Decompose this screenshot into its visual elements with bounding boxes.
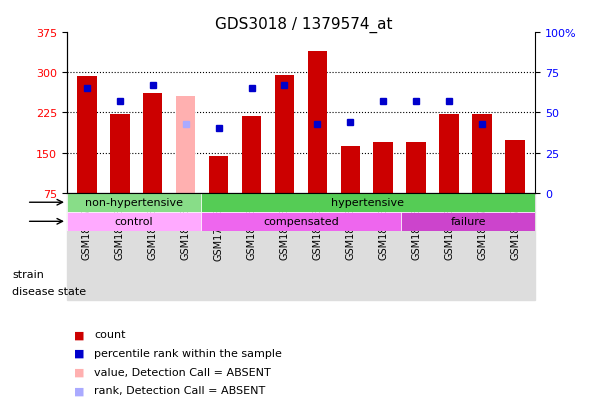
Text: disease state: disease state [12,286,86,296]
Text: GDS3018 / 1379574_at: GDS3018 / 1379574_at [215,17,393,33]
FancyBboxPatch shape [201,193,535,212]
Text: non-hypertensive: non-hypertensive [85,198,183,208]
Text: failure: failure [451,217,486,227]
FancyBboxPatch shape [401,212,535,231]
Bar [505,141,525,193]
Text: hypertensive: hypertensive [331,198,404,208]
FancyBboxPatch shape [67,193,201,212]
Bar [241,117,261,193]
Text: percentile rank within the sample: percentile rank within the sample [94,348,282,358]
FancyBboxPatch shape [201,212,401,231]
Bar [109,115,130,193]
Text: count: count [94,330,126,339]
Bar [209,157,229,193]
Bar [373,142,393,193]
Bar [77,77,97,193]
Text: ■: ■ [74,385,85,395]
Text: compensated: compensated [263,217,339,227]
Bar [67,193,535,300]
Bar [275,76,294,193]
Text: ■: ■ [74,348,85,358]
FancyBboxPatch shape [67,212,201,231]
Text: rank, Detection Call = ABSENT: rank, Detection Call = ABSENT [94,385,266,395]
Bar [143,93,162,193]
Bar [176,97,195,193]
Text: control: control [114,217,153,227]
Text: ■: ■ [74,330,85,339]
Text: strain: strain [12,270,44,280]
Bar [407,142,426,193]
Bar [308,52,327,193]
Bar [472,115,492,193]
Text: ■: ■ [74,367,85,377]
Text: value, Detection Call = ABSENT: value, Detection Call = ABSENT [94,367,271,377]
Bar [340,146,361,193]
Bar [440,115,459,193]
